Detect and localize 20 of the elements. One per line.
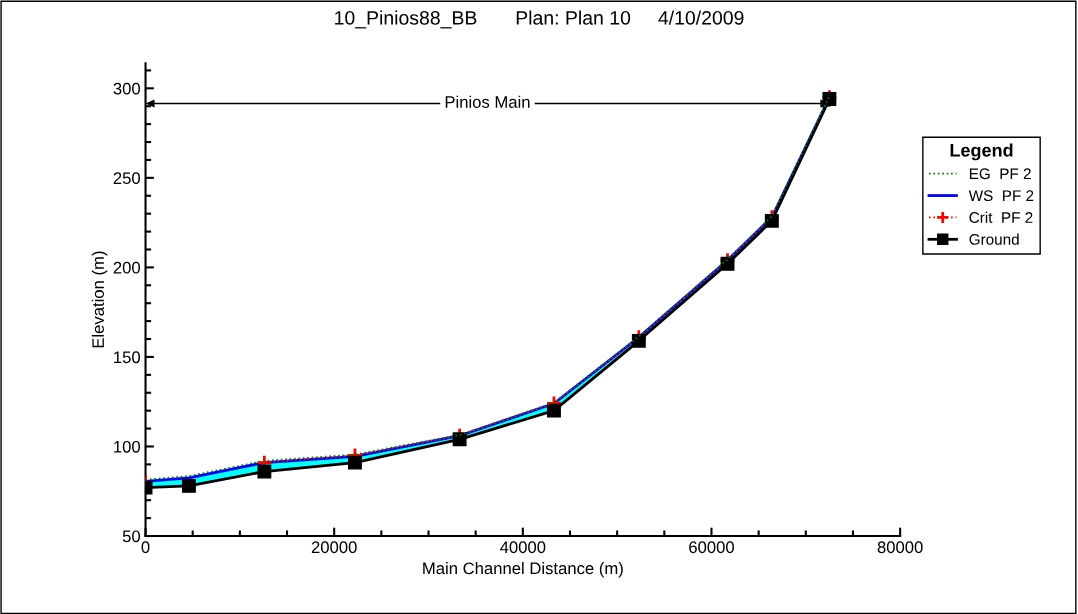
y-tick-label: 50 xyxy=(122,530,141,543)
x-tick-label: 0 xyxy=(141,541,150,554)
y-tick-label: 250 xyxy=(113,172,141,185)
y-axis-title: Elevation (m) xyxy=(91,251,108,348)
legend-label: WS PF 2 xyxy=(968,190,1034,202)
legend-label: Ground xyxy=(969,233,1019,245)
x-tick-label: 60000 xyxy=(689,541,734,554)
legend-label: EG PF 2 xyxy=(969,168,1031,180)
x-axis-title: Main Channel Distance (m) xyxy=(423,561,623,578)
y-tick-label: 300 xyxy=(113,82,141,95)
legend-title: Legend xyxy=(950,143,1013,161)
chart-title: 10_Pinios88_BB Plan: Plan 10 4/10/2009 xyxy=(335,10,744,29)
x-tick-label: 20000 xyxy=(311,541,357,554)
y-tick-label: 200 xyxy=(113,261,141,274)
x-tick-label: 40000 xyxy=(500,541,546,554)
y-tick-label: 150 xyxy=(114,351,141,364)
legend-label: Crit PF 2 xyxy=(969,211,1033,223)
annotation: Pinios Main xyxy=(445,95,530,108)
y-tick-label: 100 xyxy=(114,440,141,453)
x-tick-label: 80000 xyxy=(877,541,923,554)
